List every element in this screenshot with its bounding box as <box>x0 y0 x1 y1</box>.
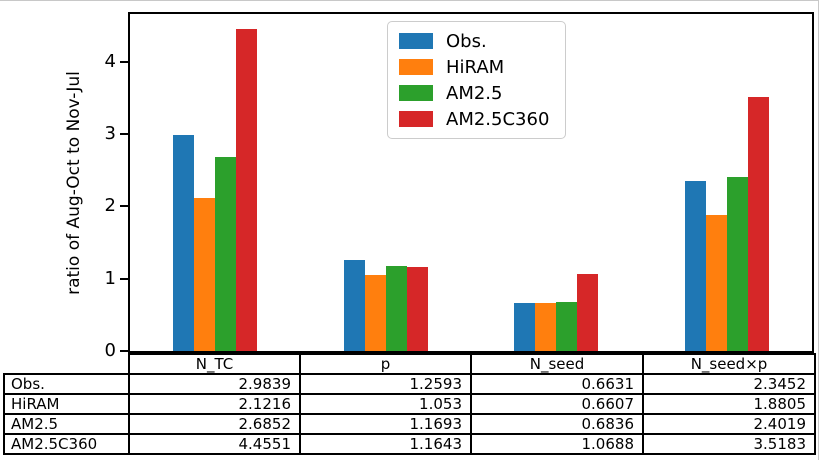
legend-swatch <box>399 85 433 101</box>
legend-swatch <box>399 111 433 127</box>
bar-hiram-n-seed <box>535 303 557 351</box>
legend-label: HiRAM <box>446 56 505 78</box>
bar-hiram-p <box>364 274 386 351</box>
y-tick-mark <box>120 277 128 280</box>
table-row-am2-5: AM2.5 2.6852 1.1693 0.6836 2.4019 <box>3 413 816 435</box>
bar-am2-5c360-n-seed-p <box>747 96 769 351</box>
legend-item-obs: Obs. <box>399 30 549 52</box>
table-cell: 1.2593 <box>299 373 472 395</box>
data-table: N_TC p N_seed N_seed×p Obs. 2.9839 1.2593 0.663… <box>3 353 816 455</box>
bar-am2-5-p <box>385 266 407 351</box>
table-cell: 1.053 <box>299 393 472 415</box>
y-tick-mark <box>120 350 128 352</box>
y-tick-mark <box>120 60 128 63</box>
legend-item-am2-5: AM2.5 <box>399 82 549 104</box>
bar-obs-p <box>343 259 365 351</box>
table-cell: 2.9839 <box>128 373 301 395</box>
table-col-header-n-tc: N_TC <box>128 353 301 375</box>
legend-item-hiram: HiRAM <box>399 56 549 78</box>
bar-obs-n-seed-p <box>684 181 706 351</box>
bar-am2-5c360-n-tc <box>236 28 258 351</box>
table-cell: 0.6631 <box>470 373 644 395</box>
table-cell: 1.0688 <box>470 433 644 455</box>
table-col-header-n-seed-p: N_seed×p <box>642 353 816 375</box>
table-cell: 2.1216 <box>128 393 301 415</box>
table-header-row: N_TC p N_seed N_seed×p <box>4 353 816 375</box>
bar-obs-n-tc <box>173 135 195 351</box>
table-row-label: AM2.5C360 <box>3 433 130 455</box>
legend-label: Obs. <box>446 30 487 52</box>
table-cell: 2.6852 <box>128 413 301 435</box>
legend: Obs. HiRAM AM2.5 AM2.5C360 <box>387 21 567 139</box>
bar-hiram-n-seed-p <box>705 215 727 351</box>
table-cell: 1.8805 <box>642 393 816 415</box>
y-axis-label: ratio of Aug-Oct to Nov-Jul <box>64 71 84 295</box>
table-row-label: HiRAM <box>3 393 130 415</box>
table-corner-blank <box>4 354 129 374</box>
table-row-hiram: HiRAM 2.1216 1.053 0.6607 1.8805 <box>3 393 816 415</box>
table-cell: 2.3452 <box>642 373 816 395</box>
bar-am2-5c360-n-seed <box>577 273 599 351</box>
table-row-label: Obs. <box>3 373 130 395</box>
bar-am2-5-n-tc <box>215 156 237 351</box>
table-row-am2-5c360: AM2.5C360 4.4551 1.1643 1.0688 3.5183 <box>3 433 816 455</box>
y-tick-mark <box>120 205 128 208</box>
legend-swatch <box>399 33 433 49</box>
table-cell: 3.5183 <box>642 433 816 455</box>
bar-am2-5c360-p <box>406 266 428 351</box>
legend-item-am2-5c360: AM2.5C360 <box>399 108 550 130</box>
table-cell: 1.1693 <box>299 413 472 435</box>
bar-hiram-n-tc <box>194 197 216 351</box>
table-cell: 2.4019 <box>642 413 816 435</box>
table-cell: 0.6836 <box>470 413 644 435</box>
bar-am2-5-n-seed <box>556 301 578 351</box>
plot-area: 0 1 2 3 4 Obs. HiRAM AM2.5 AM2.5C360 <box>105 12 814 361</box>
y-tick-label: 4 <box>104 50 116 72</box>
y-tick-label: 0 <box>104 340 116 361</box>
table-cell: 1.1643 <box>299 433 472 455</box>
legend-swatch <box>399 59 433 75</box>
legend-label: AM2.5 <box>446 82 503 104</box>
y-tick-mark <box>120 133 128 136</box>
table-col-header-n-seed: N_seed <box>470 353 644 375</box>
plot-inner-area: 0 1 2 3 4 <box>105 14 812 361</box>
y-tick-label: 2 <box>104 195 116 217</box>
table-row-obs: Obs. 2.9839 1.2593 0.6631 2.3452 <box>3 373 816 395</box>
table-cell: 0.6607 <box>470 393 644 415</box>
y-tick-label: 1 <box>104 267 116 289</box>
table-col-header-p: p <box>299 353 472 375</box>
legend-label: AM2.5C360 <box>446 108 550 130</box>
y-tick-label: 3 <box>104 123 116 145</box>
bar-obs-n-seed <box>514 303 536 351</box>
table-cell: 4.4551 <box>128 433 301 455</box>
table-row-label: AM2.5 <box>3 413 130 435</box>
bar-am2-5-n-seed-p <box>726 177 748 351</box>
